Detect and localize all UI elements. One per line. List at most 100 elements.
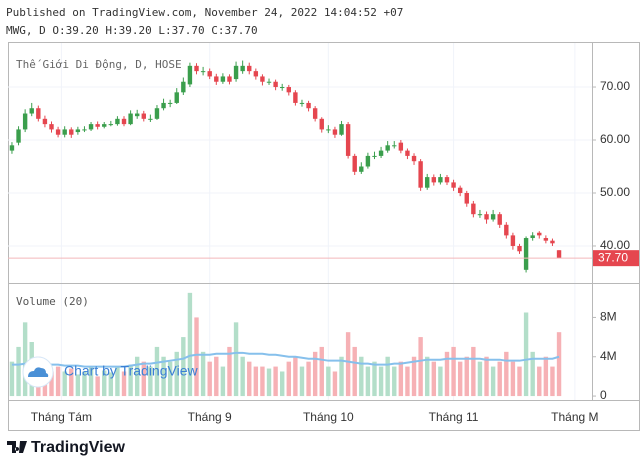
candle-body [134, 113, 140, 117]
volume-bar [543, 356, 549, 397]
brand-icon [7, 441, 27, 453]
last-price-label: 37.70 [598, 250, 628, 264]
volume-bar [365, 366, 371, 397]
candle-body [431, 177, 437, 183]
volume-bar [154, 346, 160, 397]
y-tick-label: 4M [600, 349, 617, 363]
candle-body [398, 142, 404, 151]
last-price-badge [593, 250, 639, 267]
candle-body [471, 203, 476, 215]
watermark-text: Chart by TradingView [64, 363, 198, 379]
candle-body [477, 214, 483, 216]
candle-body [312, 108, 318, 119]
volume-title: Volume (20) [16, 295, 89, 308]
candle-body [220, 76, 226, 82]
y-tick-label: 0 [600, 388, 607, 402]
x-tick-label: Tháng 10 [303, 410, 354, 424]
candle-body [55, 129, 61, 135]
candle-body [273, 81, 278, 88]
candle-body [187, 65, 193, 85]
y-tick-label: 50.00 [600, 185, 630, 199]
volume-bar [167, 361, 173, 397]
y-tick-label: 60.00 [600, 132, 630, 146]
candle-body [457, 187, 463, 193]
volume-bar [220, 366, 226, 397]
candle-body [405, 150, 410, 156]
candle-body [49, 124, 54, 130]
volume-bar [359, 356, 364, 397]
candle-body [9, 145, 15, 151]
volume-bar [148, 366, 153, 397]
x-tick-label: Tháng 9 [188, 410, 232, 424]
marks [8, 60, 592, 397]
volume-bar [214, 356, 219, 397]
candle-body [365, 155, 371, 167]
candle-body [181, 81, 186, 93]
volume-ma-line [11, 351, 560, 368]
volume-bar [128, 364, 133, 397]
volume-bar [62, 371, 67, 397]
volume-bar [16, 346, 21, 397]
brand-logo: TradingView [7, 439, 126, 456]
watermark: Chart by TradingView [22, 356, 198, 388]
volume-bar [418, 337, 423, 397]
candle-body [214, 76, 219, 82]
candle-body [167, 102, 173, 104]
candle-body [16, 129, 21, 143]
volume-bar [121, 371, 127, 397]
volume-bar [405, 366, 410, 397]
volume-bar [438, 366, 443, 397]
volume-bar [464, 356, 469, 397]
candle-body [451, 182, 456, 188]
volume-bar [88, 366, 94, 397]
candle-body [352, 155, 357, 172]
candle-body [550, 240, 555, 244]
volume-bar [194, 317, 199, 397]
candle-body [75, 129, 81, 133]
volume-bar [299, 366, 305, 397]
volume-bar [431, 361, 437, 397]
candle-body [359, 166, 364, 172]
y-tick-label: 70.00 [600, 79, 630, 93]
candle-body [42, 118, 48, 125]
candle-body [247, 65, 252, 72]
candle-body [128, 113, 133, 125]
candle-body [537, 232, 542, 236]
candle-body [82, 129, 87, 131]
candle-body [240, 65, 245, 72]
candle-body [141, 113, 146, 119]
candle-body [88, 124, 94, 130]
candle-body [280, 87, 285, 89]
volume-bar [352, 346, 357, 397]
candle-body [517, 245, 522, 252]
candle-body [299, 102, 305, 104]
candle-body [504, 224, 509, 236]
candle-body [29, 108, 34, 114]
candle-body [339, 124, 344, 135]
published-line: Published on TradingView.com, November 2… [6, 6, 403, 19]
x-tick-label: Tháng Tám [31, 410, 92, 424]
volume-bar [260, 366, 265, 397]
volume-bar [537, 366, 542, 397]
candle-body [556, 250, 562, 259]
volume-bar [517, 366, 522, 397]
candle-body [22, 113, 28, 130]
candle-body [530, 235, 535, 239]
candle-body [306, 102, 311, 109]
volume-bar [207, 361, 212, 397]
volume-bar [200, 351, 206, 397]
candle-body [200, 71, 206, 73]
candle-body [464, 192, 469, 204]
candle-body [260, 76, 265, 82]
candle-body [108, 124, 114, 126]
volume-bar [312, 351, 318, 397]
volume-bar [227, 346, 232, 397]
volume-bar [372, 361, 377, 397]
candle-body [332, 129, 338, 135]
volume-bar [280, 371, 285, 397]
volume-bar [471, 346, 476, 397]
volume-bar [293, 356, 298, 397]
symbol-title: Thế Giới Di Động, D, HOSE [16, 58, 182, 71]
volume-bar [69, 368, 74, 397]
